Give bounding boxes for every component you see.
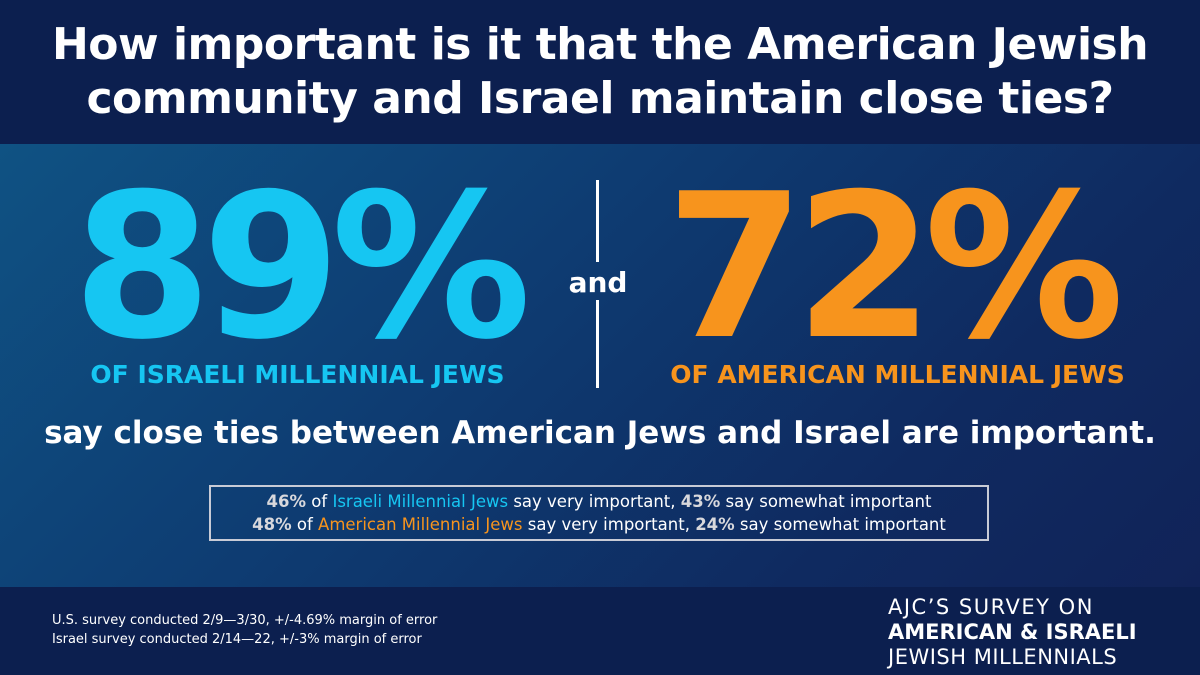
israeli-label: OF ISRAELI MILLENNIAL JEWS [90,360,505,389]
israeli-very-pct: 46% [266,492,307,511]
israeli-of-text: of [306,492,333,511]
american-of-text: of [291,515,319,534]
israeli-breakdown-row: 46% of Israeli Millennial Jews say very … [267,490,932,513]
divider-bottom [596,300,599,388]
footer-banner [0,587,1200,675]
american-very-pct: 48% [252,515,292,534]
title-line-2: community and Israel maintain close ties… [86,73,1114,124]
israeli-very-text: say very important, [508,492,681,511]
israeli-somewhat-pct: 43% [680,492,721,511]
american-breakdown-row: 48% of American Millennial Jews say very… [252,513,946,536]
divider-top [596,180,599,262]
american-percentage: 72% [665,151,1125,384]
and-connector: and [568,266,628,299]
survey-notes: U.S. survey conducted 2/9—3/30, +/-4.69%… [52,611,437,649]
israeli-group: Israeli Millennial Jews [332,492,509,511]
summary-statement: say close ties between American Jews and… [44,415,1156,451]
brand-line-3: JEWISH MILLENNIALS [888,645,1118,669]
israeli-somewhat-text: say somewhat important [720,492,932,511]
american-somewhat-pct: 24% [695,515,735,534]
header-banner: How important is it that the American Je… [0,0,1200,144]
american-very-text: say very important, [522,515,696,534]
survey-brand: AJC’S SURVEY ON AMERICAN & ISRAELI JEWIS… [888,595,1148,670]
main-panel [0,144,1200,587]
breakdown-box: 46% of Israeli Millennial Jews say very … [209,485,989,541]
american-label: OF AMERICAN MILLENNIAL JEWS [670,360,1125,389]
american-somewhat-text: say somewhat important [734,515,946,534]
us-survey-note: U.S. survey conducted 2/9—3/30, +/-4.69%… [52,613,438,628]
brand-line-1: AJC’S SURVEY ON [888,595,1094,619]
brand-line-2: AMERICAN & ISRAELI [888,620,1137,644]
american-group: American Millennial Jews [318,515,523,534]
title-line-1: How important is it that the American Je… [51,19,1149,70]
israel-survey-note: Israel survey conducted 2/14—22, +/-3% m… [52,632,422,647]
israeli-percentage: 89% [72,151,532,384]
